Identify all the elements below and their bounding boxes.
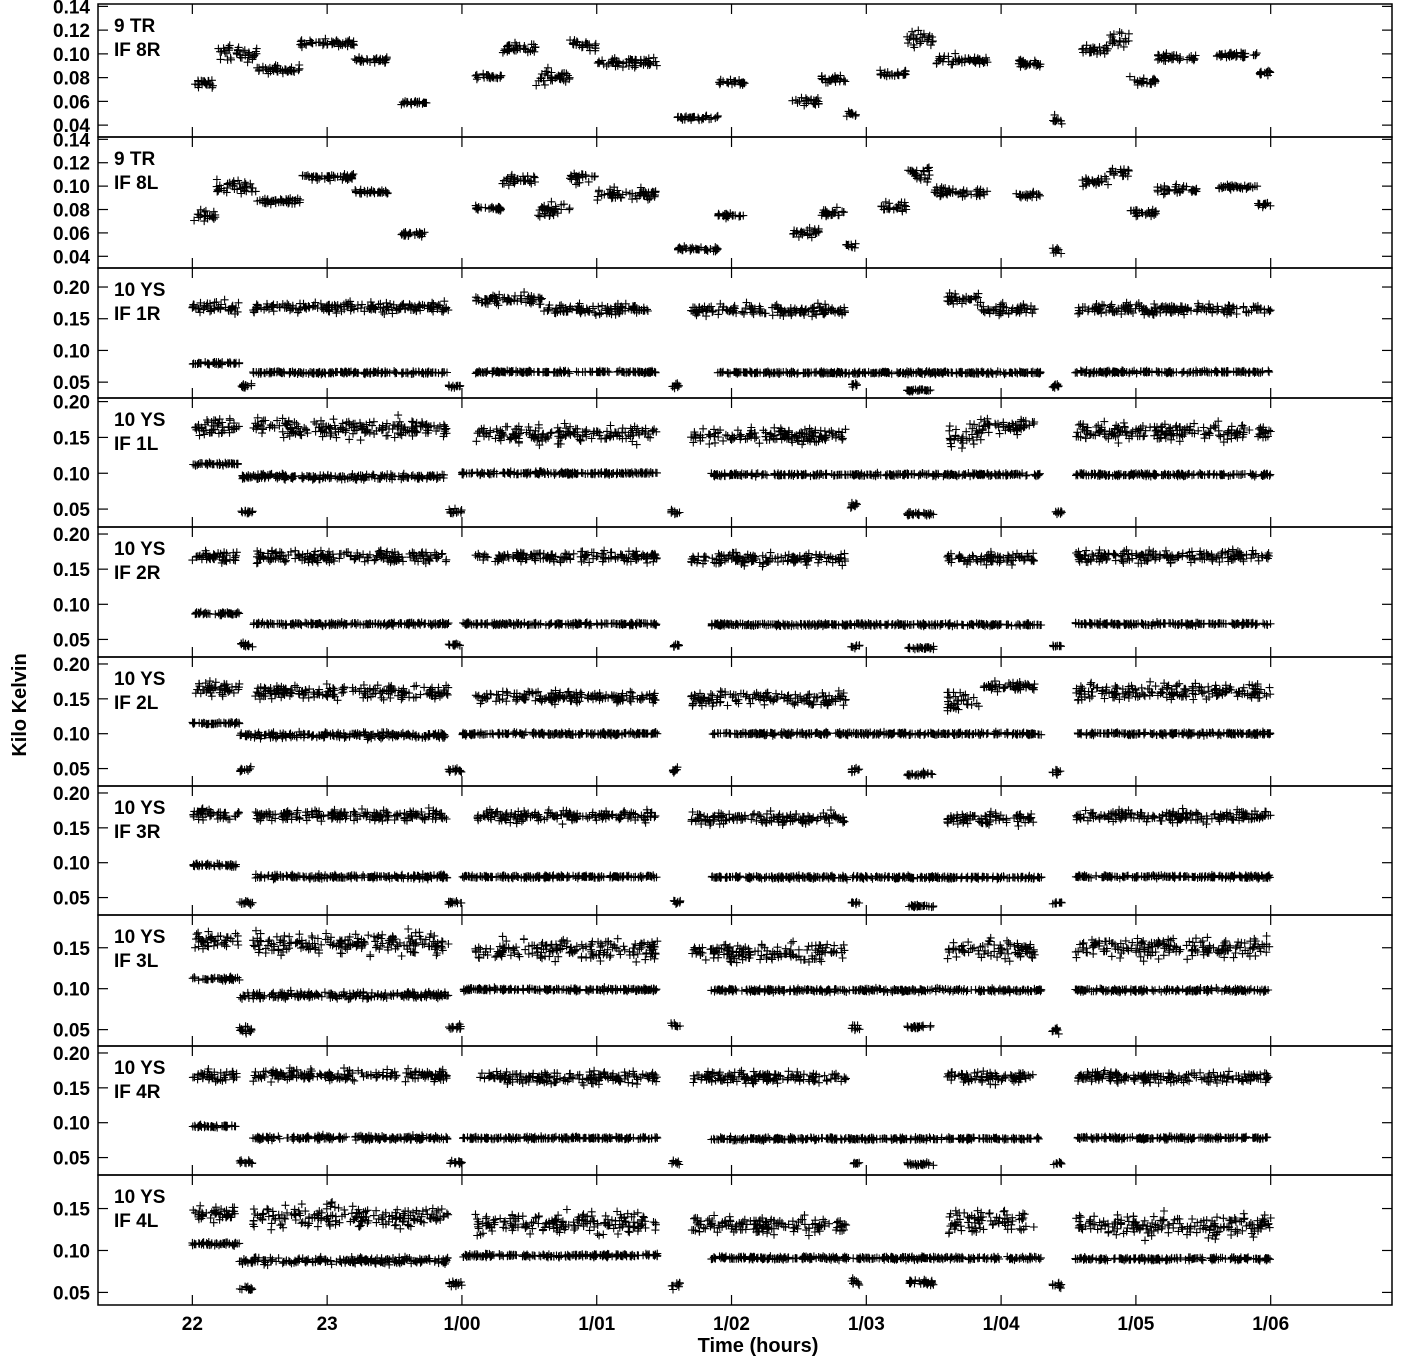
panel-antenna-label: 9 TR <box>114 16 155 37</box>
y-tick-label: 0.08 <box>53 201 90 222</box>
x-tick-label: 1/06 <box>1252 1314 1289 1335</box>
y-tick-label: 0.10 <box>53 725 90 746</box>
y-tick-label: 0.10 <box>53 464 90 485</box>
data-markers <box>189 411 1275 520</box>
x-tick-label: 1/01 <box>578 1314 615 1335</box>
x-tick-label: 23 <box>317 1314 338 1335</box>
y-tick-label: 0.10 <box>53 1114 90 1135</box>
panel-antenna-label: 10 YS <box>114 927 165 948</box>
y-tick-label: 0.15 <box>53 428 90 449</box>
y-axis-title: Kilo Kelvin <box>9 653 31 756</box>
panel: 0.05 0.10 0.15 0.20 10 YS IF 1R <box>53 267 1393 399</box>
y-tick-label: 0.05 <box>53 1149 90 1170</box>
data-markers <box>188 1064 1273 1170</box>
y-tick-label: 0.10 <box>53 854 90 875</box>
panel-if-label: IF 2L <box>114 693 159 714</box>
panel: 0.05 0.10 0.15 0.20 10 YS IF 1L <box>53 393 1393 528</box>
panel-if-label: IF 1L <box>114 434 159 455</box>
panel-antenna-label: 10 YS <box>114 280 165 301</box>
data-markers <box>188 925 1274 1038</box>
y-tick-label: 0.10 <box>53 45 90 66</box>
data-markers <box>190 163 1275 258</box>
y-tick-label: 0.20 <box>53 525 90 546</box>
y-tick-label: 0.20 <box>53 784 90 805</box>
y-tick-label: 0.20 <box>53 278 90 299</box>
y-tick-label: 0.06 <box>53 92 90 113</box>
y-tick-label: 0.04 <box>53 116 90 137</box>
y-tick-label: 0.05 <box>53 1283 90 1304</box>
panel-if-label: IF 8L <box>114 173 159 194</box>
y-tick-label: 0.12 <box>53 154 90 175</box>
panel: 0.04 0.060.08 0.10 0.12 0.14 9 TR IF 8R <box>53 0 1393 138</box>
panel-antenna-label: 9 TR <box>114 149 155 170</box>
data-markers <box>189 804 1275 912</box>
panel-if-label: IF 2R <box>114 563 161 584</box>
y-tick-label: 0.10 <box>53 980 90 1001</box>
y-tick-label: 0.05 <box>53 889 90 910</box>
panel-if-label: IF 3L <box>114 951 159 972</box>
y-tick-label: 0.05 <box>53 760 90 781</box>
y-tick-label: 0.14 <box>53 0 90 18</box>
data-markers <box>188 1198 1275 1294</box>
panel-antenna-label: 10 YS <box>114 669 165 690</box>
x-axis: 22 23 1/00 1/01 1/02 1/03 1/04 1/05 1/06 <box>182 1314 1289 1335</box>
x-tick-label: 22 <box>182 1314 203 1335</box>
panel-antenna-label: 10 YS <box>114 539 165 560</box>
y-tick-label: 0.20 <box>53 393 90 414</box>
data-markers <box>188 545 1275 654</box>
panel: 0.05 0.10 0.15 10 YS IF 4L <box>53 1174 1393 1306</box>
panel-if-label: IF 1R <box>114 304 161 325</box>
y-tick-label: 0.04 <box>53 247 90 268</box>
x-tick-label: 1/03 <box>848 1314 885 1335</box>
y-tick-label: 0.15 <box>53 819 90 840</box>
x-tick-label: 1/05 <box>1117 1314 1154 1335</box>
y-tick-label: 0.12 <box>53 21 90 42</box>
y-tick-label: 0.05 <box>53 373 90 394</box>
data-markers <box>188 677 1275 780</box>
x-tick-label: 1/04 <box>983 1314 1020 1335</box>
y-tick-label: 0.05 <box>53 630 90 651</box>
y-tick-label: 0.05 <box>53 500 90 521</box>
y-tick-label: 0.15 <box>53 939 90 960</box>
y-tick-label: 0.15 <box>53 1200 90 1221</box>
x-axis-title: Time (hours) <box>698 1335 819 1357</box>
y-tick-label: 0.10 <box>53 341 90 362</box>
y-tick-label: 0.15 <box>53 1079 90 1100</box>
panel-if-label: IF 4L <box>114 1211 159 1232</box>
y-tick-label: 0.10 <box>53 177 90 198</box>
panel: 0.040.060.08 0.100.12 0.14 9 TR IF 8L <box>53 130 1393 269</box>
x-tick-label: 1/02 <box>713 1314 750 1335</box>
y-tick-label: 0.10 <box>53 1241 90 1262</box>
y-tick-label: 0.05 <box>53 1021 90 1042</box>
panel-antenna-label: 10 YS <box>114 798 165 819</box>
y-tick-label: 0.14 <box>53 130 90 151</box>
x-tick-label: 1/00 <box>443 1314 480 1335</box>
data-markers <box>191 26 1275 128</box>
y-tick-label: 0.15 <box>53 310 90 331</box>
y-tick-label: 0.20 <box>53 1044 90 1065</box>
y-tick-label: 0.15 <box>53 690 90 711</box>
panel-antenna-label: 10 YS <box>114 1187 165 1208</box>
panel: 0.05 0.10 0.15 0.20 10 YS IF 4R <box>53 1044 1393 1176</box>
panel-antenna-label: 10 YS <box>114 1058 165 1079</box>
panel-frame <box>97 1174 1393 1306</box>
y-tick-label: 0.20 <box>53 655 90 676</box>
data-markers <box>188 288 1275 396</box>
y-tick-label: 0.15 <box>53 560 90 581</box>
panel-if-label: IF 8R <box>114 40 161 61</box>
y-tick-label: 0.10 <box>53 595 90 616</box>
panel-antenna-label: 10 YS <box>114 410 165 431</box>
panel-if-label: IF 3R <box>114 822 161 843</box>
panel-if-label: IF 4R <box>114 1082 161 1103</box>
y-tick-label: 0.08 <box>53 69 90 90</box>
y-tick-label: 0.06 <box>53 224 90 245</box>
